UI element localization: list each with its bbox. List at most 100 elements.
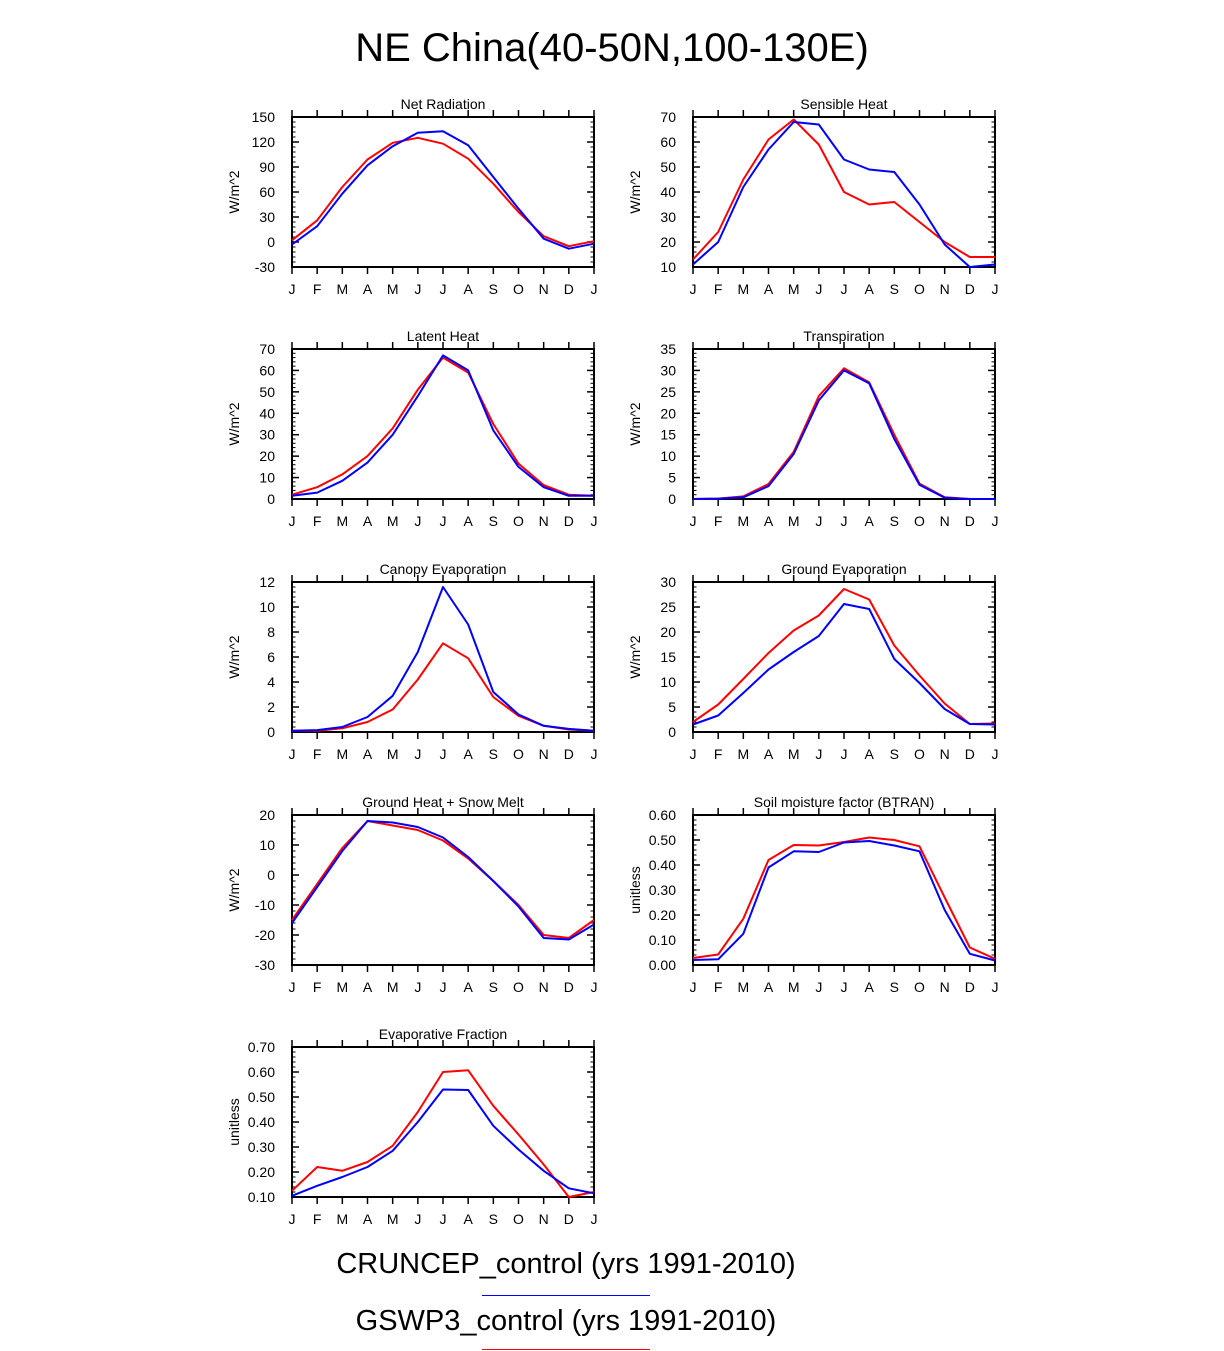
y-axis-label: W/m^2 <box>226 170 242 213</box>
y-tick-label: -10 <box>255 897 275 913</box>
x-tick-label: J <box>815 746 822 762</box>
x-tick-label: N <box>539 513 549 529</box>
y-tick-label: 0.60 <box>248 1064 275 1080</box>
series-line-cruncep-control <box>692 603 996 726</box>
x-tick-label: A <box>463 746 473 762</box>
y-tick-label: 60 <box>259 184 275 200</box>
panel-title: Ground Evaporation <box>781 561 906 577</box>
legend-line-cruncep <box>482 1295 650 1296</box>
y-tick-label: 50 <box>660 159 676 175</box>
y-tick-label: 35 <box>660 341 676 357</box>
x-tick-label: S <box>890 746 899 762</box>
y-tick-label: 0 <box>668 491 676 507</box>
y-tick-label: 20 <box>259 448 275 464</box>
x-tick-label: J <box>414 513 421 529</box>
x-tick-label: M <box>387 513 399 529</box>
x-tick-label: A <box>363 513 373 529</box>
y-axis-label: unitless <box>226 1098 242 1145</box>
y-tick-label: 25 <box>660 384 676 400</box>
y-axis-label: W/m^2 <box>627 635 643 678</box>
y-tick-label: 0.30 <box>248 1139 275 1155</box>
x-tick-label: D <box>564 1211 574 1227</box>
x-tick-label: A <box>363 979 373 995</box>
x-tick-label: N <box>539 746 549 762</box>
y-tick-label: 20 <box>660 405 676 421</box>
series-line-gswp3-control <box>692 588 996 725</box>
x-tick-label: M <box>387 281 399 297</box>
x-tick-label: J <box>440 1211 447 1227</box>
y-tick-label: 20 <box>259 807 275 823</box>
x-tick-label: J <box>992 513 999 529</box>
page-title: NE China(40-50N,100-130E) <box>355 26 869 70</box>
x-tick-label: A <box>764 513 774 529</box>
y-tick-label: 40 <box>660 184 676 200</box>
x-tick-label: A <box>864 979 874 995</box>
x-tick-label: N <box>940 746 950 762</box>
x-tick-label: J <box>815 281 822 297</box>
x-tick-label: M <box>336 281 348 297</box>
x-tick-label: F <box>313 1211 322 1227</box>
x-tick-label: N <box>539 979 549 995</box>
x-tick-label: J <box>591 1211 598 1227</box>
y-axis-label: W/m^2 <box>627 170 643 213</box>
x-tick-label: A <box>363 281 373 297</box>
x-tick-label: F <box>313 979 322 995</box>
x-tick-label: N <box>940 281 950 297</box>
x-tick-label: D <box>564 513 574 529</box>
series-line-gswp3-control <box>692 836 996 960</box>
x-tick-label: M <box>737 979 749 995</box>
y-tick-label: 10 <box>660 448 676 464</box>
x-tick-label: J <box>440 281 447 297</box>
y-tick-label: 15 <box>660 649 676 665</box>
x-tick-label: M <box>737 513 749 529</box>
y-axis-label: W/m^2 <box>226 402 242 445</box>
x-tick-label: O <box>914 513 925 529</box>
series-line-cruncep-control <box>692 840 996 962</box>
panel-title: Sensible Heat <box>800 96 887 112</box>
x-tick-label: J <box>591 513 598 529</box>
y-tick-label: -20 <box>255 927 275 943</box>
x-tick-label: A <box>363 1211 373 1227</box>
y-tick-label: 0.00 <box>649 957 676 973</box>
y-tick-label: 60 <box>660 134 676 150</box>
x-tick-label: F <box>714 513 723 529</box>
y-tick-label: 70 <box>259 341 275 357</box>
series-line-gswp3-control <box>291 1069 595 1198</box>
x-tick-label: J <box>289 746 296 762</box>
panel-title: Soil moisture factor (BTRAN) <box>754 794 934 810</box>
y-tick-label: 5 <box>668 699 676 715</box>
y-tick-label: 20 <box>660 624 676 640</box>
x-tick-label: O <box>513 746 524 762</box>
x-tick-label: A <box>463 513 473 529</box>
x-tick-label: M <box>387 746 399 762</box>
x-tick-label: M <box>788 746 800 762</box>
x-tick-label: M <box>788 979 800 995</box>
x-tick-label: J <box>414 1211 421 1227</box>
x-tick-label: M <box>737 746 749 762</box>
y-tick-label: 0.60 <box>649 807 676 823</box>
y-tick-label: 5 <box>668 470 676 486</box>
x-tick-label: J <box>841 746 848 762</box>
x-tick-label: D <box>564 746 574 762</box>
y-tick-label: 0.40 <box>248 1114 275 1130</box>
x-tick-label: M <box>336 1211 348 1227</box>
y-tick-label: 0.70 <box>248 1039 275 1055</box>
chart-panel: 0.100.200.300.400.500.600.70J F M A M J J A S O N D… <box>226 1026 598 1227</box>
series-line-cruncep-control <box>291 586 595 732</box>
x-tick-label: S <box>489 281 498 297</box>
x-tick-label: J <box>992 979 999 995</box>
x-tick-label: J <box>841 979 848 995</box>
x-tick-label: J <box>414 746 421 762</box>
y-tick-label: -30 <box>255 957 275 973</box>
x-tick-label: O <box>513 979 524 995</box>
x-tick-label: A <box>764 281 774 297</box>
series-line-cruncep-control <box>291 354 594 497</box>
y-axis-label: W/m^2 <box>226 868 242 911</box>
x-tick-label: F <box>714 281 723 297</box>
x-tick-label: J <box>289 281 296 297</box>
x-tick-label: N <box>539 1211 549 1227</box>
series-line-gswp3-control <box>291 356 595 497</box>
y-tick-label: 10 <box>259 837 275 853</box>
